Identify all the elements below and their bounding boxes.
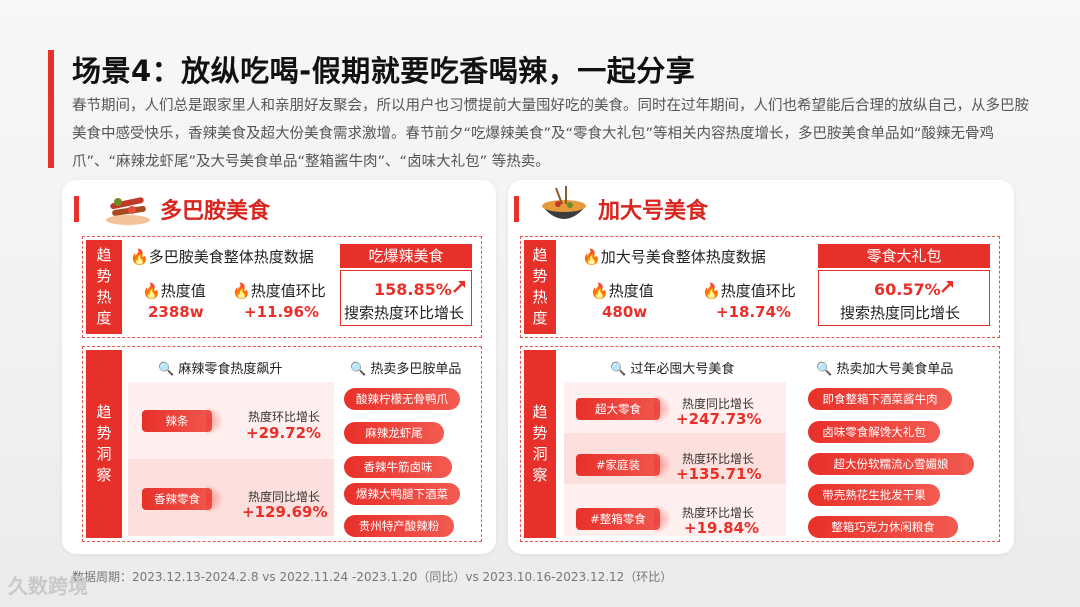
hot-item: 麻辣龙虾尾 <box>344 422 444 444</box>
highlight-box-left <box>340 270 472 326</box>
metric-heat-label: 🔥热度值 <box>590 282 654 300</box>
brand-watermark: 久数跨境 <box>8 574 88 598</box>
data-period-footer: 数据周期：2023.12.13-2024.2.8 vs 2022.11.24 -… <box>72 570 673 584</box>
trend-up-arrow-icon <box>940 278 956 298</box>
insight-stat-value: +29.72% <box>246 424 322 442</box>
highlight-box-right <box>818 270 990 326</box>
metric-mom-value: +11.96% <box>244 303 320 321</box>
noodle-bowl-icon <box>538 184 590 228</box>
hot-item: 卤味零食解馋大礼包 <box>808 421 940 443</box>
fire-icon: 🔥 <box>142 282 161 300</box>
highlight-header-left: 吃爆辣美食 <box>340 244 472 268</box>
insight-section-left <box>82 346 482 542</box>
panel-accent-bar <box>74 196 79 222</box>
panel-title-right: 加大号美食 <box>598 199 709 224</box>
insight-tag: 超大零食 <box>576 394 672 424</box>
metric-mom-label: 🔥热度值环比 <box>232 282 326 300</box>
insight-title-left: 🔍 麻辣零食热度飙升 <box>158 362 283 377</box>
hot-title-left: 🔍 热卖多巴胺单品 <box>350 362 462 377</box>
trend-section-right <box>520 236 1000 338</box>
insight-section-right <box>520 346 1000 542</box>
hot-item: 超大份软糯流心雪媚娘 <box>808 453 974 475</box>
insight-stat-label: 热度环比增长 <box>682 452 755 466</box>
metric-mom-label: 🔥热度值环比 <box>702 282 796 300</box>
page-title: 场景4：放纵吃喝-假期就要吃香喝辣，一起分享 <box>72 54 696 88</box>
metric-mom-value: +18.74% <box>716 303 792 321</box>
highlight-desc-left: 搜索热度环比增长 <box>344 304 465 322</box>
highlight-header-right: 零食大礼包 <box>818 244 990 268</box>
skewer-food-icon <box>104 190 152 226</box>
insight-stat-value: +19.84% <box>684 519 760 537</box>
metric-heat-label: 🔥热度值 <box>142 282 206 300</box>
overview-title-left: 🔥多巴胺美食整体热度数据 <box>130 248 314 266</box>
insight-stat-value: +129.69% <box>242 503 328 521</box>
hot-item: 带壳熟花生批发干果 <box>808 484 940 506</box>
hot-item: 爆辣大鸭腿下酒菜 <box>344 483 460 505</box>
panel-accent-bar <box>514 196 519 222</box>
insight-title-right: 🔍 过年必囤大号美食 <box>610 362 735 377</box>
search-icon: 🔍 <box>816 362 833 377</box>
insight-stat-label: 热度同比增长 <box>248 490 321 504</box>
highlight-pct-right: 60.57% <box>874 280 941 299</box>
trend-insight-label: 趋势洞察 <box>86 350 122 538</box>
trend-section-left <box>82 236 482 338</box>
highlight-desc-right: 搜索热度同比增长 <box>840 304 961 322</box>
hot-title-right: 🔍 热卖加大号美食单品 <box>816 362 954 377</box>
trend-heat-label: 趋势热度 <box>86 240 122 334</box>
insight-stats-left <box>128 382 334 536</box>
trend-up-arrow-icon <box>452 278 468 298</box>
insight-stat-label: 热度同比增长 <box>682 397 755 411</box>
search-icon: 🔍 <box>158 362 175 377</box>
hot-item: 贵州特产酸辣粉 <box>344 515 454 537</box>
insight-tag: 香辣零食 <box>142 484 224 514</box>
fire-icon: 🔥 <box>232 282 251 300</box>
insight-tag: 辣条 <box>142 406 224 436</box>
insight-tag: #家庭装 <box>576 450 672 480</box>
title-accent-bar <box>48 50 54 168</box>
metric-heat-value: 480w <box>602 303 648 321</box>
hot-item: 即食整箱下酒菜酱牛肉 <box>808 388 952 410</box>
fire-icon: 🔥 <box>702 282 721 300</box>
search-icon: 🔍 <box>350 362 367 377</box>
insight-stat-value: +247.73% <box>676 410 762 428</box>
insight-stat-value: +135.71% <box>676 465 762 483</box>
metric-heat-value: 2388w <box>148 303 204 321</box>
hot-item: 整箱巧克力休闲粮食 <box>808 516 958 538</box>
insight-tag: #整箱零食 <box>576 504 672 534</box>
hot-item: 酸辣柠檬无骨鸭爪 <box>344 388 460 410</box>
search-icon: 🔍 <box>610 362 627 377</box>
insight-stat-label: 热度环比增长 <box>682 506 755 520</box>
overview-title-right: 🔥加大号美食整体热度数据 <box>582 248 766 266</box>
insight-stat-label: 热度环比增长 <box>248 410 321 424</box>
hot-item: 香辣牛筋卤味 <box>344 456 452 478</box>
trend-insight-label: 趋势洞察 <box>524 350 556 538</box>
highlight-pct-left: 158.85% <box>374 280 452 299</box>
fire-icon: 🔥 <box>130 248 149 266</box>
trend-heat-label: 趋势热度 <box>524 240 556 334</box>
intro-paragraph: 春节期间，人们总是跟家里人和亲朋好友聚会，所以用户也习惯提前大量囤好吃的美食。同… <box>72 98 1029 170</box>
fire-icon: 🔥 <box>582 248 601 266</box>
fire-icon: 🔥 <box>590 282 609 300</box>
panel-title-left: 多巴胺美食 <box>160 199 271 224</box>
